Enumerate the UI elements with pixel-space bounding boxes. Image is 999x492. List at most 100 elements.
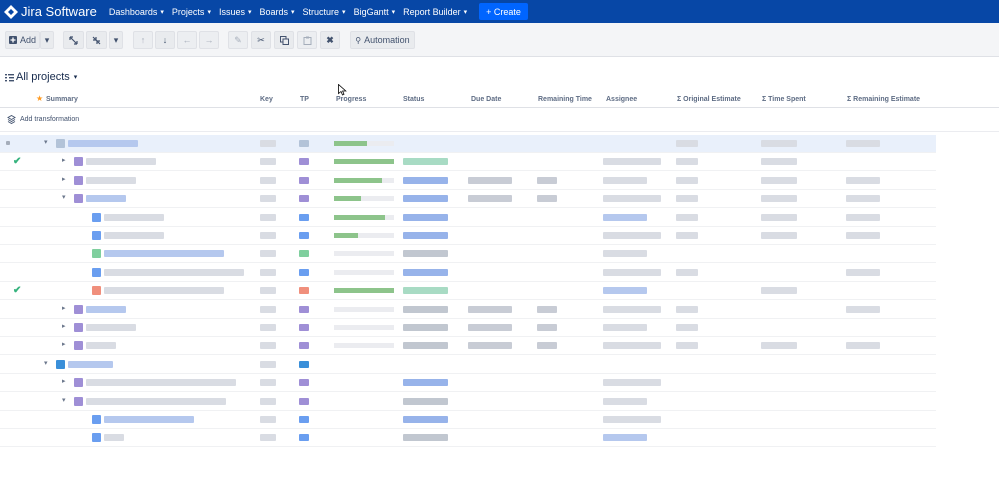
nav-menu-issues[interactable]: Issues ▾ [215,0,256,23]
automation-button[interactable]: ⚲ Automation [350,31,415,49]
column-header-due-date[interactable]: Due Date [471,96,502,103]
progress-fill [334,214,385,220]
move-right-button[interactable]: → [199,31,219,49]
nav-menu-dashboards[interactable]: Dashboards ▾ [105,0,168,23]
nav-menu-boards[interactable]: Boards ▾ [255,0,298,23]
due-date-obscured [468,342,512,350]
key-text-obscured [260,287,276,295]
copy-button[interactable] [274,31,294,49]
collapse-toggle-icon[interactable]: ▾ [62,194,66,202]
chevron-down-icon: ▾ [342,8,346,16]
expand-toggle-icon[interactable]: ▸ [62,341,66,349]
nav-menu-label: Report Builder [403,6,461,17]
column-header-original-estimate[interactable]: Σ Original Estimate [677,96,741,103]
key-text-obscured [260,213,276,221]
time-spent-obscured [761,232,797,239]
column-header-key[interactable]: Key [260,96,273,103]
time-spent-obscured [761,287,797,295]
expand-dropdown-button[interactable]: ▾ [109,31,123,49]
column-header-summary[interactable]: Summary [46,96,78,103]
add-button-label: Add [19,35,36,45]
paste-button[interactable] [297,31,317,49]
expand-toggle-icon[interactable]: ▸ [62,157,66,165]
issue-type-icon [92,267,101,277]
summary-text-obscured [104,287,224,295]
expand-toggle-icon[interactable]: ▸ [62,304,66,312]
toolbar: Add ▾ ▾ ↑ ↓ ← → ✎ ✂ ✖ ⚲ Automation [0,23,999,57]
table-row[interactable]: ▸ [0,374,936,393]
expand-button[interactable] [63,31,84,49]
cut-button[interactable]: ✂ [251,31,271,49]
structure-selector[interactable]: All projects ▾ [5,71,77,83]
status-badge-obscured [403,324,448,331]
table-row[interactable]: ▸ [0,172,936,190]
progress-fill [334,233,358,238]
collapse-button[interactable] [86,31,107,49]
remaining-estimate-obscured [846,342,880,350]
table-row[interactable] [0,264,936,282]
summary-text-obscured [104,213,164,221]
tp-icon-obscured [299,287,309,295]
edit-button[interactable]: ✎ [228,31,248,49]
add-dropdown-button[interactable]: ▾ [40,31,54,49]
tp-icon-obscured [299,213,309,221]
expand-toggle-icon[interactable]: ▸ [62,378,66,386]
add-transformation-button[interactable]: Add transformation [7,115,79,124]
create-button[interactable]: + Create [479,3,528,20]
status-badge-obscured [403,397,448,405]
move-down-button[interactable]: ↓ [155,31,175,49]
nav-menu-projects[interactable]: Projects ▾ [168,0,215,23]
status-badge-obscured [403,342,448,350]
table-row[interactable]: ✔ ▸ [0,153,936,172]
column-header-remaining-estimate[interactable]: Σ Remaining Estimate [847,96,921,103]
table-row[interactable]: ▸ [0,319,936,337]
table-row[interactable]: ▸ [0,337,936,356]
column-header-assignee[interactable]: Assignee [606,96,638,103]
column-header-status[interactable]: Status [403,96,425,103]
expand-toggle-icon[interactable]: ▸ [62,175,66,183]
table-row[interactable]: ▸ [0,301,936,319]
column-header-remaining-time[interactable]: Remaining Time [538,96,592,103]
due-date-obscured [468,324,512,331]
issue-type-icon [56,359,65,369]
table-row[interactable]: ✔ [0,282,936,301]
status-badge-obscured [403,250,448,258]
nav-menu-structure[interactable]: Structure ▾ [299,0,350,23]
table-row[interactable]: ▾ [0,135,936,153]
column-header-progress[interactable]: Progress [336,96,367,103]
issue-type-icon [74,378,83,388]
add-button[interactable]: Add [5,31,40,49]
key-text-obscured [260,195,276,203]
table-row[interactable]: ▾ [0,356,936,374]
tp-icon-obscured [299,397,309,405]
move-up-button[interactable]: ↑ [133,31,153,49]
table-row[interactable] [0,245,936,264]
table-row[interactable] [0,411,936,429]
row-marker [6,141,10,145]
assignee-obscured [603,434,647,442]
collapse-toggle-icon[interactable]: ▾ [44,359,48,367]
expand-toggle-icon[interactable]: ▸ [62,323,66,330]
tp-icon-obscured [299,342,309,350]
progress-bar [334,288,394,294]
nav-menu-biggantt[interactable]: BigGantt ▾ [350,0,400,23]
jira-logo[interactable]: Jira Software [0,0,97,23]
progress-bar [334,325,394,330]
table-row[interactable]: ▾ [0,190,936,209]
status-badge-obscured [403,379,448,387]
time-spent-obscured [761,140,797,147]
table-row[interactable] [0,209,936,227]
collapse-toggle-icon[interactable]: ▾ [62,396,66,404]
plus-icon [8,36,17,44]
move-left-button[interactable]: ← [177,31,197,49]
table-row[interactable] [0,429,936,448]
collapse-toggle-icon[interactable]: ▾ [44,139,48,146]
column-header-time-spent[interactable]: Σ Time Spent [762,96,806,103]
table-row[interactable]: ▾ [0,393,936,411]
delete-button[interactable]: ✖ [320,31,340,49]
close-icon: ✖ [326,34,334,45]
column-header-tp[interactable]: TP [300,96,309,103]
table-row[interactable] [0,227,936,245]
assignee-obscured [603,287,647,295]
nav-menu-report-builder[interactable]: Report Builder ▾ [399,0,471,23]
